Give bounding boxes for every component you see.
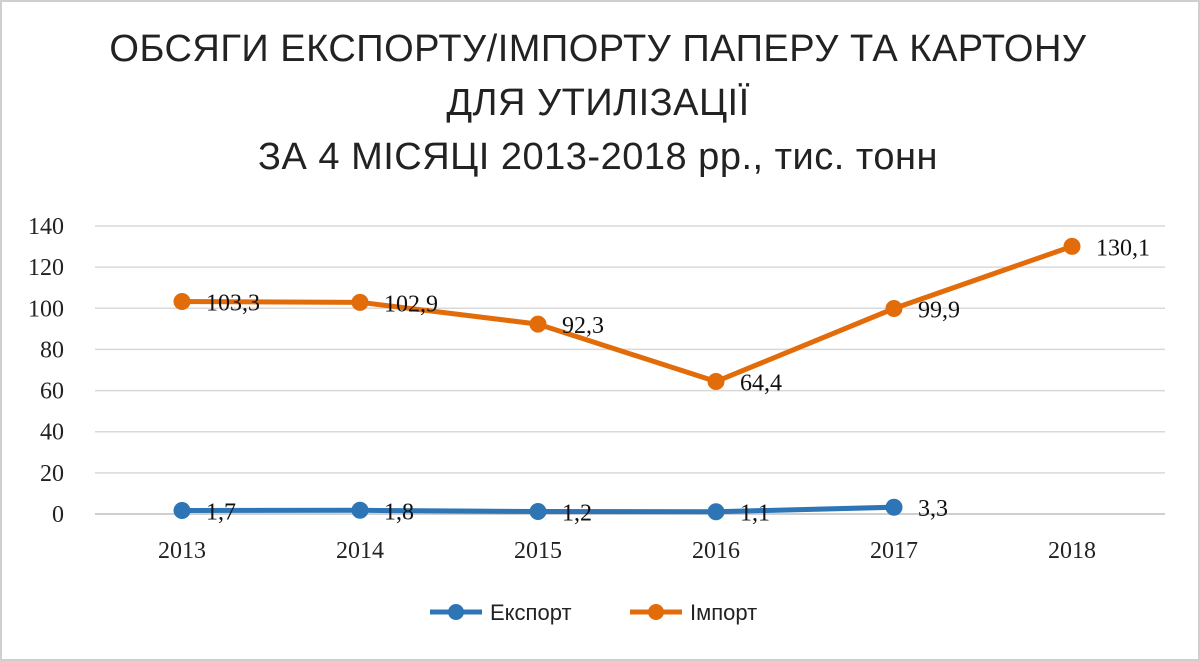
data-point — [351, 293, 369, 311]
y-tick-label: 20 — [40, 461, 64, 487]
x-tick-label: 2014 — [336, 538, 384, 564]
y-tick-label: 40 — [40, 420, 64, 446]
chart-title: ОБСЯГИ ЕКСПОРТУ/ІМПОРТУ ПАПЕРУ ТА КАРТОН… — [0, 22, 1196, 184]
y-tick-label: 120 — [28, 255, 64, 281]
legend-label-2: Імпорт — [690, 600, 757, 625]
data-point — [351, 501, 369, 519]
data-point — [529, 503, 547, 521]
data-point — [707, 503, 725, 521]
chart-title-line-3: ЗА 4 МІСЯЦІ 2013-2018 рр., тис. тонн — [258, 136, 938, 178]
series-line-2 — [179, 243, 1075, 385]
data-label: 99,9 — [918, 297, 960, 323]
y-tick-label: 100 — [28, 296, 64, 322]
data-point — [529, 315, 547, 333]
data-label: 102,9 — [384, 291, 438, 317]
x-tick-label: 2018 — [1048, 538, 1096, 564]
legend-marker-1 — [448, 604, 464, 620]
data-point — [707, 373, 725, 391]
legend-marker-2 — [648, 604, 664, 620]
x-tick-label: 2013 — [158, 538, 206, 564]
legend-label-1: Експорт — [490, 600, 572, 625]
data-label: 1,2 — [562, 501, 592, 527]
chart-title-line-2: ДЛЯ УТИЛІЗАЦІЇ — [446, 82, 750, 124]
y-tick-label: 0 — [52, 502, 64, 528]
data-label: 1,1 — [740, 501, 770, 527]
data-label: 3,3 — [918, 496, 948, 522]
x-tick-label: 2017 — [870, 538, 918, 564]
data-point — [173, 502, 191, 520]
data-label: 1,8 — [384, 499, 414, 525]
y-tick-label: 80 — [40, 337, 64, 363]
data-point — [885, 498, 903, 516]
data-label: 64,4 — [740, 371, 782, 397]
y-tick-label: 60 — [40, 379, 64, 405]
data-label: 1,7 — [206, 500, 236, 526]
data-point — [885, 299, 903, 317]
x-tick-label: 2015 — [514, 538, 562, 564]
data-point — [1063, 237, 1081, 255]
chart-title-line-1: ОБСЯГИ ЕКСПОРТУ/ІМПОРТУ ПАПЕРУ ТА КАРТОН… — [109, 28, 1087, 70]
data-label: 130,1 — [1096, 235, 1150, 261]
x-tick-label: 2016 — [692, 538, 740, 564]
data-point — [173, 292, 191, 310]
y-tick-label: 140 — [28, 214, 64, 240]
data-label: 92,3 — [562, 313, 604, 339]
data-label: 103,3 — [206, 290, 260, 316]
